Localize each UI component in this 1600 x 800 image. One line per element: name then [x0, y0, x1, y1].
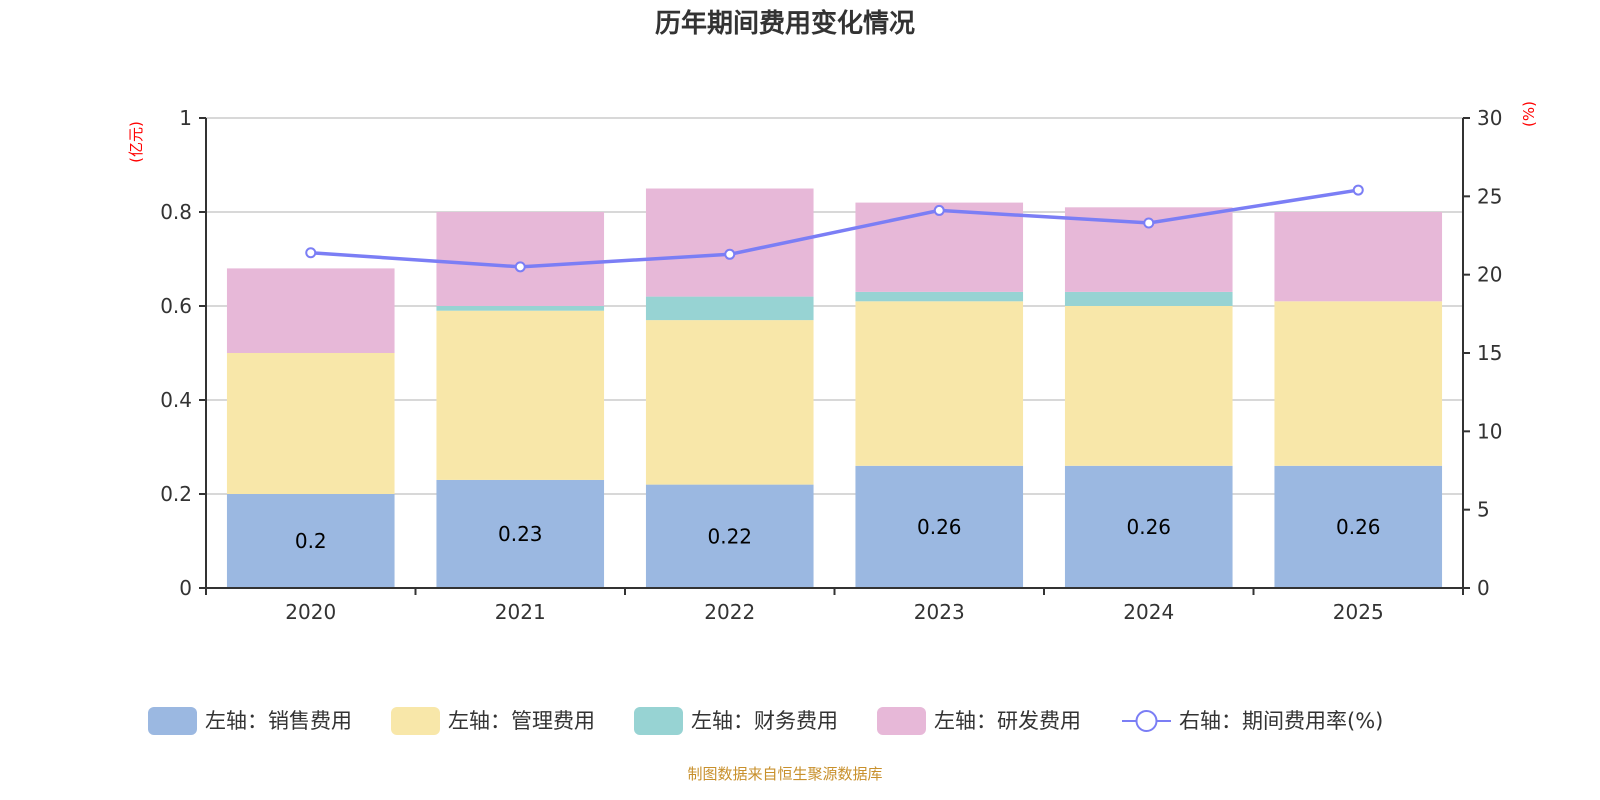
- x-axis-tick-label: 2025: [1333, 600, 1384, 624]
- line-point: [933, 204, 945, 216]
- legend-label: 左轴：财务费用: [691, 709, 838, 733]
- bar-data-label: 0.26: [1336, 515, 1381, 539]
- legend: 左轴：销售费用 左轴：管理费用 左轴：财务费用 左轴：研发费用 右轴：期间费用率(%): [148, 707, 1383, 735]
- bar-segment-2: [436, 306, 605, 311]
- left-axis-tick-label: 0.8: [160, 200, 192, 224]
- bar-segment-0: [645, 484, 814, 588]
- bar-data-label: 0.26: [917, 515, 962, 539]
- right-axis-tick-label: 30: [1477, 106, 1502, 130]
- bar-data-labels: 0.2 0.23 0.22 0.26 0.26 0.26: [295, 515, 1381, 553]
- left-axis-tick-label: 0.2: [160, 482, 192, 506]
- bar-segment-3: [226, 268, 395, 353]
- left-axis-tick-label: 1: [179, 106, 192, 130]
- line-point: [1352, 184, 1364, 196]
- bar-segment-0: [1274, 465, 1443, 588]
- legend-item[interactable]: 右轴：期间费用率(%): [1122, 709, 1383, 733]
- right-axis-tick-label: 5: [1477, 498, 1490, 522]
- legend-swatch: [634, 707, 683, 735]
- line-series: [305, 184, 1364, 273]
- legend-item[interactable]: 左轴：销售费用: [148, 707, 352, 735]
- bar-data-label: 0.23: [498, 522, 543, 546]
- legend-label: 左轴：销售费用: [205, 709, 352, 733]
- legend-label: 左轴：研发费用: [934, 709, 1081, 733]
- legend-swatch: [877, 707, 926, 735]
- bar-segment-0: [226, 494, 395, 588]
- x-axis-tick-label: 2023: [914, 600, 965, 624]
- bar-segment-1: [436, 310, 605, 480]
- right-axis-tick-label: 15: [1477, 341, 1502, 365]
- line-path: [310, 188, 1359, 269]
- bar-segment-3: [855, 202, 1024, 292]
- bar-data-label: 0.26: [1126, 515, 1171, 539]
- x-axis-tick-label: 2020: [285, 600, 336, 624]
- source-note: 制图数据来自恒生聚源数据库: [687, 765, 882, 783]
- legend-item[interactable]: 左轴：研发费用: [877, 707, 1081, 735]
- bar-data-label: 0.22: [707, 524, 752, 548]
- right-axis-tick-label: 0: [1477, 576, 1490, 600]
- line-point: [514, 261, 526, 273]
- gridlines: [206, 117, 1463, 495]
- x-axis-tick-label: 2022: [704, 600, 755, 624]
- bar-segment-1: [1064, 306, 1233, 466]
- bar-segment-1: [1274, 301, 1443, 466]
- legend-label: 左轴：管理费用: [448, 709, 595, 733]
- legend-circle-icon: [1135, 710, 1158, 732]
- left-axis-unit: (亿元): [127, 121, 145, 163]
- bar-segment-2: [855, 291, 1024, 302]
- left-axis-tick-label: 0: [179, 576, 192, 600]
- bar-segment-1: [645, 320, 814, 485]
- right-axis-tick-label: 25: [1477, 184, 1502, 208]
- bar-segment-0: [1064, 465, 1233, 588]
- bar-segment-1: [226, 353, 395, 494]
- left-axis-tick-label: 0.4: [160, 388, 192, 412]
- bar-segment-2: [645, 296, 814, 321]
- bar-segment-3: [1274, 212, 1443, 302]
- bar-segment-0: [855, 465, 1024, 588]
- right-axis-unit: (%): [1520, 101, 1538, 127]
- left-axis-tick-label: 0.6: [160, 294, 192, 318]
- legend-item[interactable]: 左轴：管理费用: [391, 707, 595, 735]
- bar-segment-0: [436, 479, 605, 588]
- line-point: [1143, 217, 1155, 229]
- line-point: [305, 247, 317, 259]
- right-axis-tick-label: 10: [1477, 419, 1502, 443]
- legend-item[interactable]: 左轴：财务费用: [634, 707, 838, 735]
- bar-segment-3: [436, 212, 605, 306]
- bar-segment-2: [1064, 291, 1233, 306]
- legend-swatch: [148, 707, 197, 735]
- x-axis-tick-label: 2024: [1123, 600, 1174, 624]
- x-axis-tick-label: 2021: [495, 600, 546, 624]
- chart-title: 历年期间费用变化情况: [655, 8, 915, 39]
- line-point: [724, 248, 736, 260]
- legend-label: 右轴：期间费用率(%): [1179, 709, 1383, 733]
- right-axis-tick-label: 20: [1477, 263, 1502, 287]
- legend-swatch: [391, 707, 440, 735]
- bar-data-label: 0.2: [295, 529, 327, 553]
- bar-series: [226, 188, 1443, 588]
- bar-segment-1: [855, 301, 1024, 466]
